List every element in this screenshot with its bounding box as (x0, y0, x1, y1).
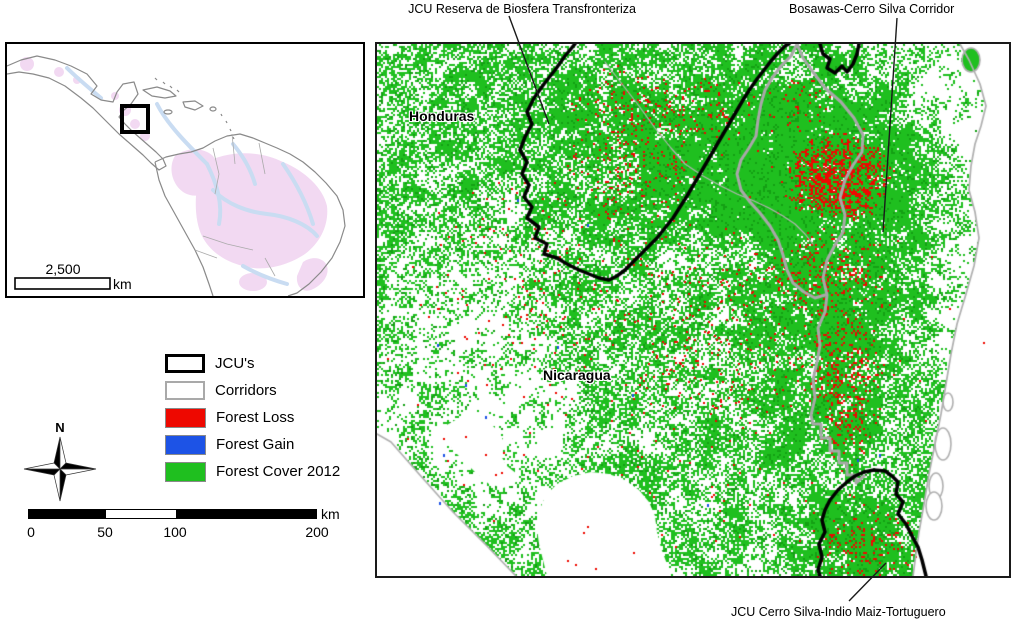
legend-item-corridors: Corridors (165, 377, 375, 404)
nicaragua-label: Nicaragua (543, 367, 611, 383)
inset-scale-value: 2,500 (45, 261, 80, 277)
map-legend: JCU's Corridors Forest Loss Forest Gain … (165, 350, 375, 485)
compass-star-icon (23, 436, 97, 502)
north-arrow: N (22, 420, 98, 507)
legend-item-forest-cover: Forest Cover 2012 (165, 458, 375, 485)
legend-item-jcus: JCU's (165, 350, 375, 377)
inset-locator-map: 2,500 km (5, 42, 365, 298)
inset-habitat-patches (20, 57, 328, 291)
legend-label: Forest Cover 2012 (216, 463, 341, 480)
legend-swatch-forest-gain (165, 434, 206, 455)
legend-swatch-jcus (165, 354, 205, 373)
annotation-reserva: JCU Reserva de Biosfera Transfronteriza (408, 2, 636, 16)
annotation-bosawas: Bosawas-Cerro Silva Corridor (789, 2, 955, 16)
legend-label: JCU's (215, 355, 255, 372)
scalebar-bar (28, 509, 317, 519)
inset-scalebar-rect (14, 277, 111, 290)
scalebar-tick: 0 (27, 524, 35, 540)
inset-scalebar: 2,500 km (14, 261, 132, 292)
map-scalebar: 0 50 100 200 km (27, 505, 348, 545)
scalebar-unit: km (321, 506, 340, 522)
scalebar-tick: 50 (97, 524, 113, 540)
annotation-cerro-silva: JCU Cerro Silva-Indio Maiz-Tortuguero (731, 605, 946, 619)
north-label: N (55, 420, 65, 435)
legend-label: Forest Gain (216, 436, 295, 453)
study-area-marker (120, 104, 150, 134)
honduras-label: Honduras (409, 108, 475, 124)
legend-item-forest-loss: Forest Loss (165, 404, 375, 431)
legend-label: Corridors (215, 382, 277, 399)
inset-country-borders (194, 133, 276, 277)
legend-label: Forest Loss (216, 409, 295, 426)
scalebar-tick: 100 (163, 524, 187, 540)
main-map-canvas (377, 44, 1009, 576)
inset-landmass (7, 55, 346, 296)
main-map (375, 42, 1011, 578)
legend-swatch-forest-cover (165, 461, 206, 482)
inset-scale-unit: km (113, 276, 132, 292)
inset-corridor-web (65, 66, 319, 286)
legend-swatch-corridors (165, 381, 205, 400)
legend-swatch-forest-loss (165, 407, 206, 428)
scalebar-tick: 200 (305, 524, 329, 540)
legend-item-forest-gain: Forest Gain (165, 431, 375, 458)
